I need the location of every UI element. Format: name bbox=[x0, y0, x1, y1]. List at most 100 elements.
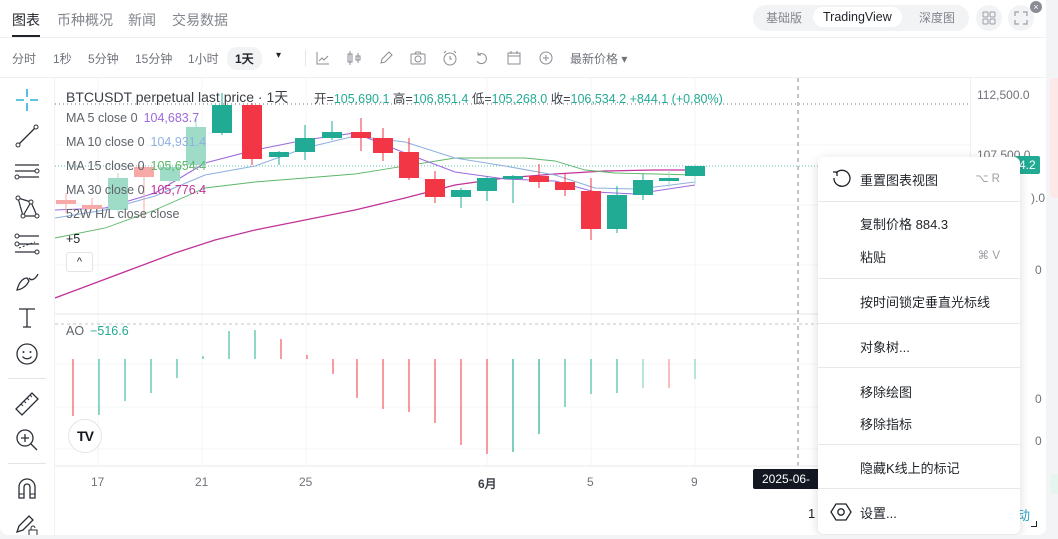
indicator-ma15[interactable]: MA 15 close 0 105,654.4 bbox=[66, 159, 206, 173]
trend-line-icon[interactable] bbox=[13, 122, 41, 150]
tab-news[interactable]: 新闻 bbox=[128, 12, 156, 28]
menu-divider bbox=[818, 323, 1020, 324]
draw-icon[interactable] bbox=[377, 49, 395, 67]
lock-draw-icon[interactable] bbox=[13, 510, 41, 535]
ma10-label: MA 10 close 0 bbox=[66, 135, 145, 149]
divider bbox=[8, 463, 46, 464]
tab-chart[interactable]: 图表 bbox=[12, 12, 40, 37]
auto-scale-button[interactable]: 动 bbox=[1017, 505, 1037, 527]
menu-shortcut: ⌘ V bbox=[977, 250, 1000, 262]
more-indicators-count[interactable]: +5 bbox=[66, 232, 81, 246]
tab-coin-overview[interactable]: 币种概况 bbox=[57, 12, 113, 28]
tradingview-logo[interactable]: TV bbox=[68, 419, 102, 453]
pattern-icon[interactable] bbox=[13, 194, 41, 222]
auto-label: 动 bbox=[1017, 508, 1031, 523]
timeframe-more-caret[interactable]: ▾ bbox=[276, 50, 282, 61]
menu-divider bbox=[818, 367, 1020, 368]
menu-label: 移除绘图 bbox=[860, 385, 913, 400]
side-indicator bbox=[1050, 78, 1058, 198]
menu-divider bbox=[818, 278, 1020, 279]
resize-corner-icon[interactable] bbox=[1031, 521, 1037, 527]
settings-icon bbox=[830, 501, 852, 523]
open-value: 105,690.1 bbox=[333, 92, 390, 106]
indicator-52w-hl[interactable]: 52W H/L close close bbox=[66, 207, 179, 221]
menu-paste[interactable]: 粘贴 ⌘ V bbox=[818, 240, 1020, 272]
menu-label: 按时间锁定垂直光标线 bbox=[860, 295, 991, 310]
candle-type-icon[interactable] bbox=[345, 49, 363, 67]
undo-icon[interactable] bbox=[473, 49, 491, 67]
timeframe-5m[interactable]: 5分钟 bbox=[88, 52, 119, 66]
price-source-dropdown[interactable]: 最新价格 ▾ bbox=[570, 52, 628, 66]
timeframe-1d[interactable]: 1天 bbox=[227, 47, 262, 70]
indicator-icon[interactable] bbox=[314, 49, 332, 67]
brush-icon[interactable] bbox=[13, 266, 41, 294]
price-label: ).0 bbox=[1031, 191, 1046, 205]
chart-pane[interactable]: BTCUSDT perpetual last price · 1天 开=105,… bbox=[55, 78, 970, 491]
text-icon[interactable] bbox=[13, 304, 41, 332]
menu-label: 设置... bbox=[860, 506, 897, 521]
price-label: 112,500.0 bbox=[977, 88, 1030, 102]
camera-icon[interactable] bbox=[409, 49, 427, 67]
menu-label: 对象树... bbox=[860, 340, 910, 355]
x-axis-label: 6月 bbox=[478, 477, 497, 491]
close-label: 收= bbox=[550, 92, 571, 106]
view-switch: 基础版 TradingView 深度图 bbox=[753, 5, 969, 31]
timeframe-15m[interactable]: 15分钟 bbox=[135, 52, 173, 66]
layout-grid-button[interactable] bbox=[976, 5, 1002, 31]
menu-lock-vertical-cursor[interactable]: 按时间锁定垂直光标线 bbox=[818, 285, 1020, 317]
menu-settings[interactable]: 设置... bbox=[818, 496, 1020, 528]
current-price-tag: 4.2 bbox=[1015, 156, 1040, 174]
timeframe-1s[interactable]: 1秒 bbox=[53, 52, 72, 66]
menu-copy-price[interactable]: 复制价格 884.3 bbox=[818, 207, 1020, 239]
candlestick-chart bbox=[55, 78, 970, 467]
fib-icon[interactable] bbox=[13, 230, 41, 258]
view-tradingview[interactable]: TradingView bbox=[813, 7, 902, 27]
horizontal-lines-icon[interactable] bbox=[13, 158, 41, 186]
menu-hide-bar-marks[interactable]: 隐藏K线上的标记 bbox=[818, 451, 1020, 483]
bottom-time: 1 bbox=[808, 506, 816, 521]
ohlc-values: 开=105,690.1 高=106,851.4 低=105,268.0 收=10… bbox=[314, 88, 723, 107]
indicator-ma10[interactable]: MA 10 close 0 104,931.4 bbox=[66, 135, 206, 149]
drawing-toolbar bbox=[0, 78, 55, 535]
indicator-ma30[interactable]: MA 30 close 0 105,776.4 bbox=[66, 183, 206, 197]
menu-shortcut: ⌥ R bbox=[975, 173, 1000, 185]
ao-histogram bbox=[72, 330, 696, 454]
calendar-icon[interactable] bbox=[505, 49, 523, 67]
x-axis-label: 5 bbox=[587, 475, 594, 489]
side-indicator bbox=[1050, 474, 1058, 494]
zoom-in-icon[interactable] bbox=[13, 426, 41, 454]
alarm-icon[interactable] bbox=[441, 49, 459, 67]
menu-remove-drawings[interactable]: 移除绘图 bbox=[818, 375, 1020, 407]
menu-reset-chart-view[interactable]: 重置图表视图 ⌥ R bbox=[818, 163, 1020, 195]
x-axis-label: 17 bbox=[91, 475, 105, 489]
menu-label: 粘贴 bbox=[860, 250, 887, 265]
context-menu: 重置图表视图 ⌥ R 复制价格 884.3 粘贴 ⌘ V 按时间锁定垂直光标线 … bbox=[818, 157, 1020, 534]
indicator-ma5[interactable]: MA 5 close 0 104,683.7 bbox=[66, 111, 199, 125]
view-depth[interactable]: 深度图 bbox=[919, 11, 956, 25]
timeframe-time[interactable]: 分时 bbox=[12, 52, 37, 66]
close-icon[interactable]: × bbox=[1030, 1, 1042, 13]
menu-label: 移除指标 bbox=[860, 417, 913, 432]
low-label: 低= bbox=[471, 92, 492, 106]
menu-object-tree[interactable]: 对象树... bbox=[818, 330, 1020, 362]
low-value: 105,268.0 bbox=[491, 92, 548, 106]
view-basic[interactable]: 基础版 bbox=[766, 11, 803, 25]
menu-remove-indicators[interactable]: 移除指标 bbox=[818, 407, 1020, 439]
crosshair-icon[interactable] bbox=[13, 86, 41, 114]
x-axis-label: 25 bbox=[299, 475, 313, 489]
add-icon[interactable] bbox=[537, 49, 555, 67]
ruler-icon[interactable] bbox=[13, 390, 41, 418]
menu-label: 复制价格 884.3 bbox=[860, 217, 949, 232]
change-value: +844.1 (+0.80%) bbox=[629, 92, 723, 106]
magnet-icon[interactable] bbox=[13, 474, 41, 502]
fullscreen-button[interactable] bbox=[1008, 5, 1034, 31]
timeframe-1h[interactable]: 1小时 bbox=[188, 52, 219, 66]
ma30-label: MA 30 close 0 bbox=[66, 183, 145, 197]
divider bbox=[305, 50, 306, 66]
ao-indicator-legend[interactable]: AO −516.6 bbox=[66, 324, 129, 338]
price-label: 0 bbox=[1035, 263, 1042, 277]
emoji-icon[interactable] bbox=[13, 340, 41, 368]
collapse-legend-button[interactable]: ^ bbox=[66, 252, 93, 272]
expand-icon bbox=[1014, 11, 1028, 25]
tab-trading-data[interactable]: 交易数据 bbox=[172, 12, 228, 28]
